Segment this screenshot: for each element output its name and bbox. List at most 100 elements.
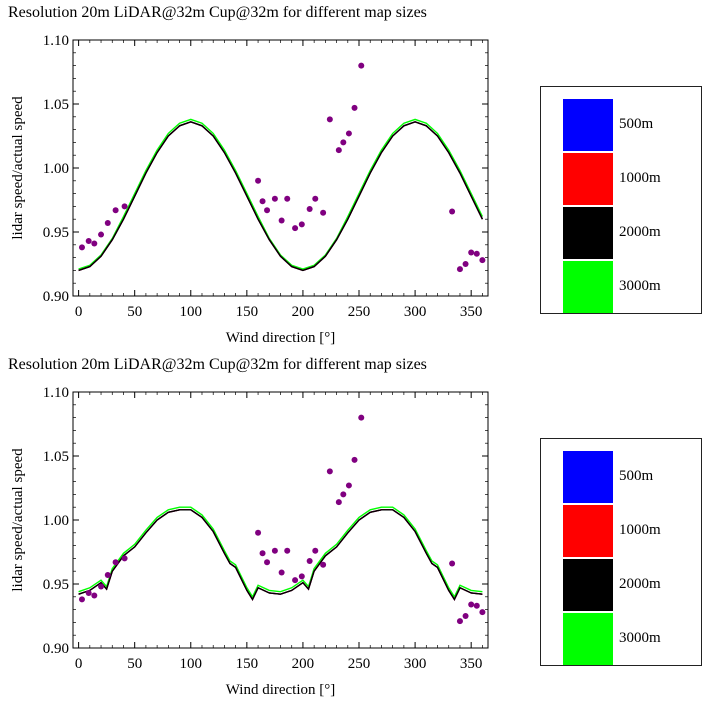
legend-swatch-3000m [563,613,613,665]
scatter-point [255,529,262,536]
scatter-point [456,266,463,273]
scatter-point [264,559,271,566]
chart-title: Resolution 20m LiDAR@32m Cup@32m for dif… [8,356,427,373]
scatter-point [298,573,305,580]
scatter-point [345,482,352,489]
legend-item-1000m: 1000m [563,153,693,207]
x-tick-label: 200 [292,656,315,672]
scatter-point [104,220,111,227]
scatter-point [121,203,128,210]
scatter-point [462,261,469,267]
x-tick-label: 200 [292,304,315,320]
y-tick-label: 1.10 [43,385,69,401]
scatter-point [85,237,92,244]
legend-label: 2000m [619,576,661,592]
scatter-point [298,221,305,228]
y-tick-label: 1.05 [43,449,69,465]
chart-title: Resolution 20m LiDAR@32m Cup@32m for dif… [8,4,427,21]
y-tick-label: 1.00 [43,513,69,529]
legend-swatch-500m [563,451,613,503]
legend-swatch-2000m [563,559,613,611]
legend-swatch-1000m [563,153,613,205]
x-tick-label: 250 [348,656,371,672]
x-tick-label: 300 [404,656,427,672]
scatter-point [345,130,352,137]
plot-frame [72,391,489,649]
scatter-point [259,550,266,557]
scatter-point [312,547,319,554]
legend-label: 3000m [619,630,661,646]
legend-swatch-1000m [563,505,613,557]
scatter-point [292,577,299,584]
y-tick-label: 1.00 [43,161,69,177]
scatter-point [284,547,291,554]
scatter-point [449,560,456,567]
scatter-point [292,225,299,232]
y-axis-label: lidar speed/actual speed [10,96,26,240]
scatter-point [468,601,475,608]
x-axis-label: Wind direction [°] [226,330,336,346]
y-tick-label: 0.90 [43,641,69,657]
series-line-1000m [78,509,483,601]
x-tick-label: 50 [127,304,142,320]
x-axis-label: Wind direction [°] [226,682,336,698]
y-tick-label: 0.95 [43,577,69,593]
legend-label: 3000m [619,278,661,294]
legend-label: 500m [619,468,654,484]
legend-item-1000m: 1000m [563,505,693,559]
y-tick-label: 1.10 [43,33,69,49]
scatter-point [479,257,486,264]
scatter-point [462,613,469,619]
scatter-point [271,547,278,554]
x-tick-label: 0 [75,304,83,320]
series-line-500m [78,121,484,272]
chart-panel-top: 0 50 100 150 200 250 300 350 0.90 0.95 1.00 1.05 1.1… [0,0,705,351]
y-tick-label: 0.90 [43,289,69,305]
scatter-point [264,207,271,214]
x-tick-label: 350 [460,304,483,320]
plot-frame [72,39,489,297]
scatter-point [326,468,333,475]
legend: 500m 1000m 2000m 3000m [540,86,702,314]
scatter-point [121,555,128,562]
legend: 500m 1000m 2000m 3000m [540,438,702,666]
scatter-point [320,209,327,216]
legend-label: 1000m [619,170,661,186]
chart-plot-top: 0 50 100 150 200 250 300 350 0.90 0.95 1.00 1.05 1.1… [10,33,489,346]
legend-swatch-2000m [563,207,613,259]
scatter-point [473,250,480,257]
legend-label: 1000m [619,522,661,538]
scatter-point [78,596,85,603]
x-tick-label: 150 [236,656,259,672]
legend-label: 500m [619,116,654,132]
legend-item-500m: 500m [563,451,693,505]
scatter-point [340,139,347,146]
scatter-point [335,499,342,506]
x-tick-label: 100 [180,656,203,672]
series-line-2000m [78,509,483,601]
scatter-point [358,62,365,69]
scatter-point [98,231,105,238]
legend-item-500m: 500m [563,99,693,153]
legend-item-2000m: 2000m [563,559,693,613]
series-line-3000m [78,506,483,599]
scatter-point [358,414,365,421]
scatter-point [312,195,319,202]
y-tick-label: 0.95 [43,225,69,241]
scatter-point [306,205,313,212]
scatter-point [326,116,333,123]
legend-item-3000m: 3000m [563,261,693,315]
scatter-point [98,583,105,590]
scatter-point [468,249,475,256]
scatter-point [255,177,262,184]
series-line-2000m [78,121,484,272]
scatter-point [85,589,92,596]
scatter-point [284,195,291,202]
scatter-point [473,602,480,609]
series-line-500m [78,509,483,601]
legend-swatch-3000m [563,261,613,313]
legend-item-3000m: 3000m [563,613,693,667]
scatter-point [456,618,463,625]
chart-panel-bottom: 0 50 100 150 200 250 300 350 0.90 0.95 1.00 1.05 1.1… [0,352,705,703]
y-tick-label: 1.05 [43,97,69,113]
